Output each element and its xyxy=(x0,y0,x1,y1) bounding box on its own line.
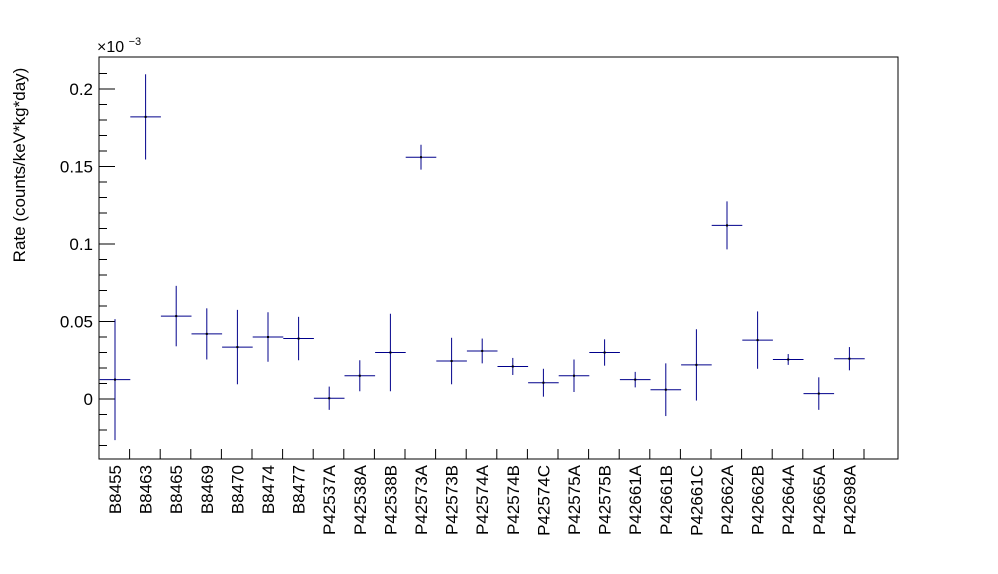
point-marker xyxy=(817,392,820,395)
data-point xyxy=(497,357,529,375)
x-tick-label: B8469 xyxy=(198,465,217,514)
y-tick-label: 0.15 xyxy=(60,158,93,177)
data-point xyxy=(466,338,498,364)
x-tick-label: P42661C xyxy=(687,465,706,536)
point-marker xyxy=(114,378,116,381)
x-tick-label: B8463 xyxy=(137,465,156,514)
data-point xyxy=(803,377,835,410)
point-marker xyxy=(511,365,514,368)
x-tick-label: B8474 xyxy=(259,465,278,514)
x-tick-label: P42574C xyxy=(534,465,553,536)
data-point xyxy=(313,386,345,410)
y-tick-label: 0.05 xyxy=(60,313,93,332)
y-axis: 0 0.05 0.1 0.15 0.2 xyxy=(60,73,115,446)
data-point xyxy=(681,329,712,401)
y-tick-label: 0.1 xyxy=(69,235,93,254)
x-tick-label: P42662B xyxy=(749,465,768,535)
point-marker xyxy=(481,349,484,352)
x-tick-label: P42661B xyxy=(657,465,676,535)
data-point xyxy=(558,359,590,393)
point-marker xyxy=(205,332,208,335)
data-point xyxy=(99,319,131,441)
point-marker xyxy=(695,363,698,366)
point-marker xyxy=(450,360,453,363)
data-point xyxy=(589,339,620,366)
x-tick-label: P42573B xyxy=(443,465,462,535)
x-tick-label: B8477 xyxy=(290,465,309,514)
x-tick-label: P42698A xyxy=(840,464,859,535)
x-tick-label: B8470 xyxy=(228,465,247,514)
x-tick-label: P42665A xyxy=(810,464,829,535)
data-point xyxy=(160,285,192,347)
x-tick-label: P42661A xyxy=(626,464,645,535)
point-marker xyxy=(573,374,575,377)
x-tick-label: B8465 xyxy=(167,465,186,514)
point-marker xyxy=(726,224,728,227)
point-marker xyxy=(664,388,667,391)
data-point xyxy=(252,312,284,362)
x-tick-label: P42573A xyxy=(412,464,431,535)
x-tick-label: P42664A xyxy=(779,464,798,535)
x-tick-label: P42662A xyxy=(718,464,737,535)
point-marker xyxy=(236,346,239,349)
data-point xyxy=(711,201,743,250)
point-marker xyxy=(756,339,759,342)
data-point xyxy=(375,313,406,392)
point-marker xyxy=(358,374,361,377)
x-tick-label: P42538A xyxy=(351,464,370,535)
point-marker xyxy=(634,378,637,381)
data-point xyxy=(436,337,467,385)
data-point xyxy=(528,368,559,397)
point-marker xyxy=(144,115,147,118)
point-marker xyxy=(389,351,392,354)
data-point xyxy=(772,354,804,365)
point-marker xyxy=(420,156,422,159)
data-series xyxy=(99,74,865,441)
point-marker xyxy=(787,358,790,361)
plot-frame xyxy=(98,56,899,460)
x-tick-label: P42574B xyxy=(504,465,523,535)
x-tick-label: P42575A xyxy=(565,464,584,535)
y-axis-label: Rate (counts/keV*kg*day) xyxy=(10,68,29,263)
point-marker xyxy=(267,336,269,338)
y-axis-exponent-base: ×10 xyxy=(97,39,124,56)
point-marker xyxy=(542,381,545,384)
data-point xyxy=(834,347,865,371)
data-point xyxy=(405,144,437,170)
x-axis: B8455 B8463 B8465 B8469 B8470 B8474 B8477 P4253… xyxy=(98,449,865,536)
data-point xyxy=(742,311,773,369)
x-tick-label: B8455 xyxy=(106,465,125,514)
point-marker xyxy=(297,337,300,340)
data-point xyxy=(283,316,314,361)
y-tick-label: 0 xyxy=(84,390,93,409)
data-point xyxy=(650,363,682,417)
data-point xyxy=(619,371,651,388)
point-marker xyxy=(848,357,851,360)
data-point xyxy=(222,309,253,385)
y-axis-exponent: ×10 −3 xyxy=(97,36,141,56)
x-tick-label: P42537A xyxy=(320,464,339,535)
point-marker xyxy=(175,315,178,318)
x-tick-label: P42575B xyxy=(596,465,615,535)
x-tick-label: P42574A xyxy=(473,464,492,535)
y-axis-exponent-power: −3 xyxy=(129,36,142,48)
data-point xyxy=(344,360,376,392)
point-marker xyxy=(328,397,331,400)
y-tick-label: 0.2 xyxy=(69,80,93,99)
data-point xyxy=(130,74,161,160)
point-marker xyxy=(603,351,606,354)
x-tick-label: P42538B xyxy=(381,465,400,535)
data-point xyxy=(191,308,223,360)
